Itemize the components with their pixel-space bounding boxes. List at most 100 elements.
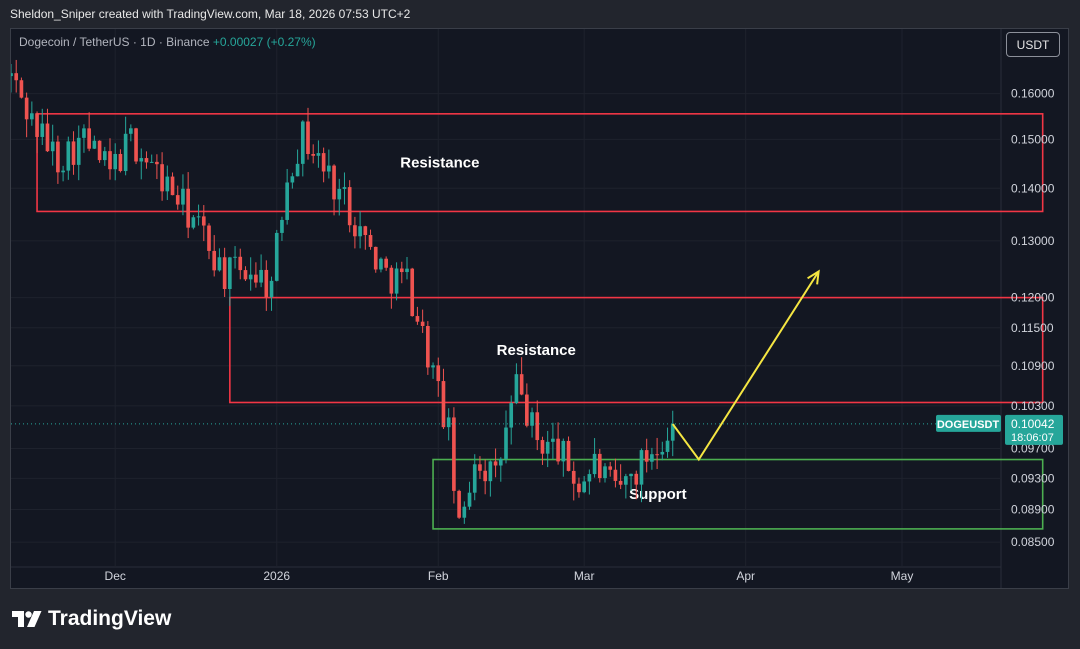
candle [92, 135, 97, 150]
candle-body [11, 73, 13, 77]
candle-body [457, 490, 461, 518]
candle [191, 215, 196, 230]
tradingview-logo: TradingView [12, 607, 171, 631]
candle-body [399, 268, 404, 273]
candle-body [373, 246, 378, 270]
candle [40, 108, 45, 146]
candle [332, 164, 336, 216]
candle-body [14, 73, 19, 81]
candle-body [175, 195, 180, 205]
symbol-tag-text: DOGEUSDT [937, 419, 1000, 431]
candle [228, 256, 232, 307]
candle-body [613, 469, 618, 481]
candle-body [259, 269, 263, 283]
candle-body [56, 141, 60, 173]
projection-arrow [671, 269, 820, 462]
resistance-zone [229, 296, 1044, 404]
candle-body [19, 80, 24, 98]
candle-body [488, 461, 493, 482]
x-tick-label: 2026 [263, 569, 290, 583]
candle-body [332, 165, 336, 200]
projection-path [671, 270, 820, 462]
candle-body [149, 161, 154, 163]
candle-body [196, 216, 201, 218]
candle-body [452, 417, 456, 491]
candle [238, 248, 243, 280]
candle-body [280, 219, 284, 233]
candle-body [415, 316, 420, 322]
candle [644, 438, 649, 473]
candle [243, 266, 248, 282]
candle [160, 152, 164, 201]
price-axis[interactable]: 0.16000 0.15000 0.14000 0.13000 0.12000 0.115… [1011, 87, 1055, 550]
candle-body [45, 123, 50, 152]
y-tick-label: 0.08500 [1011, 535, 1055, 549]
candle-body [82, 128, 86, 138]
candle-body [571, 470, 576, 484]
candle [102, 146, 107, 166]
y-tick-label: 0.10900 [1011, 359, 1055, 373]
candle [290, 172, 295, 189]
candle [410, 267, 415, 317]
candle-body [269, 280, 274, 298]
candle-body [582, 481, 586, 493]
candle [363, 225, 368, 250]
candle [472, 454, 477, 501]
currency-button[interactable]: USDT [1006, 32, 1060, 57]
candle [665, 427, 670, 458]
candle [254, 262, 258, 288]
candle [660, 441, 665, 461]
candle-body [347, 187, 352, 226]
candle [144, 151, 149, 169]
candle [259, 254, 263, 288]
candle [498, 457, 503, 482]
symbol-legend[interactable]: Dogecoin / TetherUS · 1D · Binance +0.00… [19, 35, 316, 49]
y-tick-label: 0.13000 [1011, 234, 1055, 248]
candle [19, 77, 24, 99]
candle-body [426, 326, 430, 368]
candle-body [441, 381, 446, 428]
candle-body [650, 454, 654, 462]
x-tick-label: Mar [574, 569, 595, 583]
candle [30, 101, 34, 126]
candle-body [327, 165, 331, 172]
candle [134, 127, 138, 165]
candle [650, 447, 654, 470]
candle [582, 476, 586, 494]
y-tick-label: 0.15000 [1011, 132, 1055, 146]
candle-body [108, 151, 112, 170]
candle [123, 116, 128, 176]
price-value-text: 0.10042 [1011, 417, 1055, 431]
price-value-tag-bg [1005, 414, 1063, 445]
candle [61, 165, 65, 182]
candle [233, 246, 237, 269]
candle [56, 135, 60, 184]
candle [24, 92, 29, 138]
candle [478, 456, 482, 479]
candle [597, 448, 602, 483]
candle-body [238, 256, 243, 271]
zone-label: Support [629, 486, 687, 503]
candle-body [545, 441, 550, 454]
candle-body [311, 154, 316, 156]
candle [337, 178, 342, 216]
candle [11, 64, 13, 93]
time-axis[interactable]: Dec 2026 Feb Mar Apr May [105, 569, 914, 583]
tradingview-logo-icon [12, 611, 42, 627]
candle-body [535, 412, 540, 441]
candle-body [566, 440, 571, 471]
chart-panel[interactable]: Resistance Resistance Support 0.16000 0.150… [10, 28, 1069, 589]
support-zone [432, 458, 1044, 530]
candlestick-chart[interactable]: Resistance Resistance Support 0.16000 0.150… [11, 29, 1069, 589]
candle [353, 216, 357, 249]
candle [306, 107, 310, 160]
candle-body [24, 97, 29, 120]
candle [405, 256, 409, 280]
candle [509, 395, 514, 445]
candle [248, 257, 253, 291]
y-tick-label: 0.14000 [1011, 181, 1055, 195]
candle-body [556, 438, 560, 462]
candle-body [493, 461, 498, 466]
candle-body [384, 258, 388, 268]
